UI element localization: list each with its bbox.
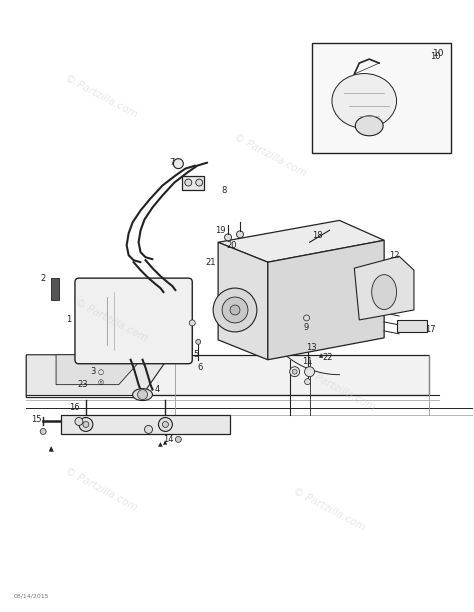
Circle shape [185, 179, 192, 186]
Ellipse shape [332, 73, 397, 129]
Circle shape [292, 369, 297, 374]
Text: 13: 13 [306, 343, 317, 353]
Text: 10: 10 [433, 48, 445, 58]
Text: ◎: ◎ [98, 379, 104, 385]
Circle shape [163, 422, 168, 427]
Text: 20: 20 [227, 241, 237, 250]
Text: © Partzilla.com: © Partzilla.com [63, 466, 139, 512]
Text: 9: 9 [304, 323, 309, 332]
Circle shape [83, 422, 89, 427]
Text: 15: 15 [31, 415, 41, 424]
Circle shape [290, 367, 300, 376]
Circle shape [222, 297, 248, 323]
Text: 3: 3 [90, 367, 96, 376]
Circle shape [230, 305, 240, 315]
Circle shape [75, 417, 83, 425]
Bar [51, 278, 59, 300]
Text: 2: 2 [40, 274, 46, 283]
Circle shape [305, 367, 315, 376]
Text: 18: 18 [312, 231, 323, 240]
Text: ▲: ▲ [319, 353, 324, 358]
Polygon shape [268, 241, 384, 360]
Circle shape [175, 436, 182, 442]
Text: 11: 11 [302, 357, 313, 366]
Polygon shape [354, 256, 414, 320]
Circle shape [213, 288, 257, 332]
Text: 22: 22 [322, 353, 333, 362]
Text: © Partzilla.com: © Partzilla.com [73, 297, 149, 343]
Text: 21: 21 [205, 258, 215, 267]
Circle shape [137, 390, 147, 400]
Text: 5: 5 [193, 350, 199, 359]
Circle shape [79, 417, 93, 431]
Text: 23: 23 [78, 380, 88, 389]
Circle shape [173, 159, 183, 169]
Circle shape [225, 234, 231, 241]
Circle shape [145, 425, 153, 433]
Polygon shape [61, 414, 230, 435]
Text: 14: 14 [163, 435, 173, 444]
Text: ▲: ▲ [49, 446, 53, 451]
Polygon shape [26, 355, 170, 398]
Circle shape [196, 339, 201, 345]
Ellipse shape [133, 389, 153, 401]
Circle shape [40, 428, 46, 435]
Text: 4: 4 [155, 385, 160, 394]
Circle shape [158, 417, 173, 431]
Polygon shape [218, 242, 268, 360]
Circle shape [304, 315, 310, 321]
Text: © Partzilla.com: © Partzilla.com [292, 486, 367, 532]
Text: 8: 8 [221, 186, 227, 195]
Ellipse shape [356, 116, 383, 136]
Text: 17: 17 [426, 326, 436, 334]
Polygon shape [218, 220, 384, 262]
Bar [182, 176, 204, 190]
Text: 10: 10 [430, 51, 441, 61]
Text: 12: 12 [389, 251, 399, 259]
Text: ○: ○ [98, 368, 104, 375]
Text: 6: 6 [198, 363, 203, 372]
Circle shape [196, 179, 203, 186]
Text: 08/14/2015: 08/14/2015 [13, 594, 49, 599]
FancyBboxPatch shape [75, 278, 192, 364]
Text: © Partzilla.com: © Partzilla.com [301, 366, 377, 413]
Text: 16: 16 [69, 403, 79, 412]
Ellipse shape [372, 275, 397, 310]
Circle shape [237, 231, 244, 238]
Text: 19: 19 [215, 226, 225, 235]
Text: ▲: ▲ [164, 440, 167, 445]
Text: © Partzilla.com: © Partzilla.com [63, 73, 139, 119]
Circle shape [305, 379, 310, 384]
Text: 1: 1 [66, 315, 72, 324]
Circle shape [189, 320, 195, 326]
Text: © Partzilla.com: © Partzilla.com [232, 132, 308, 179]
Text: 7: 7 [170, 158, 175, 167]
Text: ▲: ▲ [49, 447, 54, 452]
Bar [311, 43, 451, 153]
Polygon shape [56, 355, 146, 384]
Bar [397, 320, 427, 332]
Text: ▲: ▲ [158, 442, 163, 447]
Polygon shape [26, 355, 429, 395]
